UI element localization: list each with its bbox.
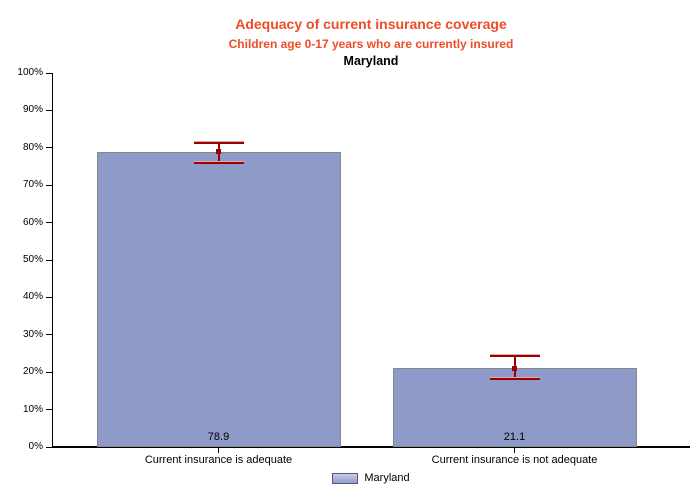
y-axis-tick — [46, 334, 52, 336]
error-bar-cap-bottom — [489, 376, 540, 380]
y-axis-tick — [46, 109, 52, 111]
y-axis-tick — [46, 147, 52, 149]
y-axis-line — [52, 73, 53, 447]
y-axis-tick — [46, 446, 52, 448]
legend-label: Maryland — [364, 472, 410, 484]
y-axis-tick-label: 90% — [22, 104, 43, 116]
y-axis-tick-label: 0% — [28, 441, 43, 452]
y-axis-tick-label: 10% — [22, 403, 43, 415]
error-bar-cap-top — [193, 141, 244, 145]
legend-swatch-maryland — [332, 472, 359, 484]
y-axis-tick — [46, 184, 52, 186]
error-bar-cap-top — [489, 354, 540, 358]
bar-1 — [96, 151, 341, 447]
error-bar-cap-bottom — [193, 161, 244, 164]
y-axis-tick-label: 100% — [17, 67, 43, 78]
y-axis-tick-label: 20% — [22, 366, 43, 378]
y-axis-tick — [46, 371, 52, 373]
y-axis-tick-label: 30% — [22, 328, 43, 340]
x-axis-tick — [514, 448, 515, 453]
y-axis-tick-label: 80% — [22, 141, 43, 153]
bar-2 — [392, 368, 637, 447]
category-label: Current insurance is not adequate — [431, 454, 598, 466]
y-axis-tick — [46, 72, 52, 74]
y-axis-tick — [46, 259, 52, 261]
y-axis-tick — [46, 409, 52, 411]
y-axis-tick-label: 40% — [22, 291, 43, 303]
y-axis-tick-label: 70% — [22, 179, 43, 191]
y-axis-tick — [46, 222, 52, 224]
bar-value-label: 21.1 — [503, 431, 526, 443]
legend: Maryland — [52, 472, 690, 484]
error-bar-marker — [216, 149, 221, 155]
chart-region-title: Maryland — [343, 53, 399, 68]
category-label: Current insurance is adequate — [144, 454, 293, 466]
x-axis-tick — [218, 448, 219, 453]
y-axis-tick — [46, 296, 52, 298]
chart-header: Adequacy of current insurance coverage C… — [52, 16, 690, 69]
chart-title: Adequacy of current insurance coverage — [235, 16, 507, 32]
error-bar-marker — [512, 365, 517, 371]
bar-value-label: 78.9 — [207, 431, 230, 443]
chart-subtitle: Children age 0-17 years who are currentl… — [228, 36, 514, 51]
y-axis-tick-label: 60% — [22, 216, 43, 228]
y-axis-tick-label: 50% — [22, 254, 43, 265]
x-axis-line — [52, 446, 690, 448]
